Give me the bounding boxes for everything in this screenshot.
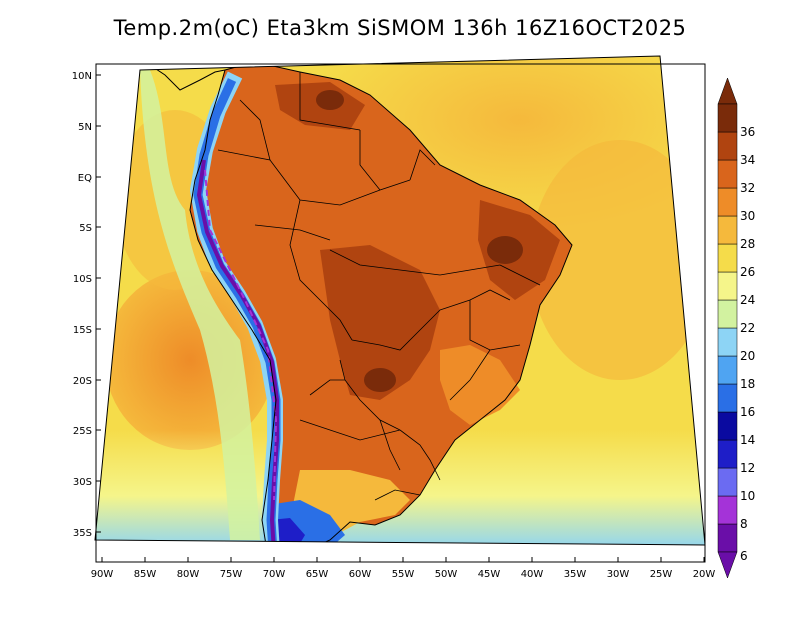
lat-label: 20S xyxy=(73,376,92,387)
lat-label: 10S xyxy=(73,274,92,285)
colorbar-swatch xyxy=(717,103,738,133)
axes-box xyxy=(95,63,706,563)
colorbar-swatch xyxy=(717,355,738,385)
colorbar-swatch xyxy=(717,243,738,273)
lat-label: 30S xyxy=(73,477,92,488)
colorbar-label: 28 xyxy=(740,237,755,251)
lat-label: EQ xyxy=(78,173,92,184)
colorbar-label: 34 xyxy=(740,153,755,167)
colorbar-swatch xyxy=(717,299,738,329)
continent-coastline xyxy=(189,61,573,545)
lon-label: 75W xyxy=(220,569,243,580)
lon-label: 25W xyxy=(650,569,673,580)
colorbar-swatch xyxy=(717,131,738,161)
colorbar-label: 12 xyxy=(740,461,755,475)
colorbar-label: 22 xyxy=(740,321,755,335)
colorbar-swatch xyxy=(717,327,738,357)
lon-label: 70W xyxy=(263,569,286,580)
colorbar-max-arrow xyxy=(717,77,738,105)
colorbar-swatch xyxy=(717,271,738,301)
colorbar-label: 32 xyxy=(740,181,755,195)
lon-label: 50W xyxy=(435,569,458,580)
colorbar-swatch xyxy=(717,495,738,525)
colorbar-swatch xyxy=(717,187,738,217)
hottest-spot-north xyxy=(316,90,344,110)
colorbar-swatch xyxy=(717,215,738,245)
pacific-coastal-cool-strip xyxy=(140,70,260,540)
lat-label: 25S xyxy=(73,426,92,437)
hot-core-interior xyxy=(320,245,440,400)
lon-label: 90W xyxy=(91,569,114,580)
lon-label: 40W xyxy=(521,569,544,580)
latitude-axis: 10N 5N EQ 5S 10S 15S 20S 25S 30S 35S xyxy=(72,71,101,539)
colorbar-label: 24 xyxy=(740,293,755,307)
colorbar-swatch xyxy=(717,383,738,413)
lat-label: 35S xyxy=(73,528,92,539)
colorbar-label: 10 xyxy=(740,489,755,503)
colorbar-label: 36 xyxy=(740,125,755,139)
colorbar-label: 26 xyxy=(740,265,755,279)
colorbar-swatch xyxy=(717,411,738,441)
hottest-spot-northeast xyxy=(487,236,523,264)
colorbar-label: 6 xyxy=(740,549,748,563)
lon-label: 80W xyxy=(177,569,200,580)
lon-label: 60W xyxy=(349,569,372,580)
lat-label: 5S xyxy=(79,223,92,234)
colorbar-swatch xyxy=(717,467,738,497)
hottest-spot-pantanal xyxy=(364,368,396,392)
map-title: Temp.2m(oC) Eta3km SiSMOM 136h 16Z16OCT2… xyxy=(113,16,687,40)
lon-label: 45W xyxy=(478,569,501,580)
colorbar-label: 16 xyxy=(740,405,755,419)
colorbar-swatch xyxy=(717,523,738,553)
atlantic-warm-region-east xyxy=(530,140,705,380)
lon-label: 65W xyxy=(306,569,329,580)
longitude-axis: 90W 85W 80W 75W 70W 65W 60W 55W 50W 45W … xyxy=(91,557,716,580)
temperature-field xyxy=(95,56,705,545)
colorbar-swatch xyxy=(717,159,738,189)
lon-label: 35W xyxy=(564,569,587,580)
lon-label: 20W xyxy=(693,569,716,580)
colorbar-label: 30 xyxy=(740,209,755,223)
lon-label: 55W xyxy=(392,569,415,580)
national-borders xyxy=(217,72,541,501)
colorbar-label: 20 xyxy=(740,349,755,363)
colorbar-swatch xyxy=(717,439,738,469)
lon-label: 85W xyxy=(134,569,157,580)
colorbar: 6 8 10 12 14 16 18 20 22 24 26 28 30 32 34 36 xyxy=(717,77,755,579)
colorbar-label: 18 xyxy=(740,377,755,391)
colorbar-label: 8 xyxy=(740,517,748,531)
colorbar-min-arrow xyxy=(717,551,738,579)
andes-peaks xyxy=(204,169,278,501)
lat-label: 5N xyxy=(78,122,92,133)
lat-label: 15S xyxy=(73,325,92,336)
southeast-cooler-region xyxy=(440,345,520,425)
colorbar-label: 14 xyxy=(740,433,755,447)
lon-label: 30W xyxy=(607,569,630,580)
lat-label: 10N xyxy=(72,71,92,82)
